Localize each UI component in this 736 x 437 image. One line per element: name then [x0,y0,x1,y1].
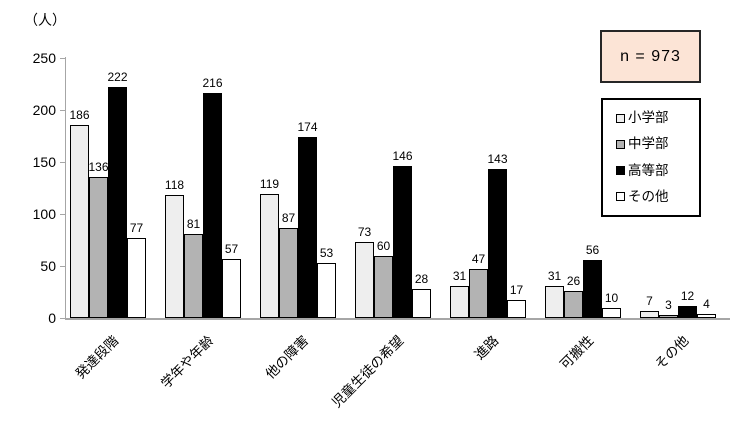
bar-value-label: 3 [665,298,672,312]
bar [583,260,602,318]
legend-item: 中学部 [616,137,697,151]
legend-item: その他 [616,188,697,204]
legend-item: 高等部 [616,162,697,178]
y-tick-label: 50 [40,258,56,274]
bar [184,234,203,318]
bar [488,169,507,318]
bar [108,87,127,318]
bar [203,93,222,318]
bar [279,228,298,318]
bar [89,177,108,318]
bar-value-label: 57 [224,242,239,256]
bar [450,286,469,318]
bar-value-label: 118 [164,178,185,192]
bar-value-label: 216 [202,76,223,90]
bar-value-label: 7 [646,294,653,308]
y-axis-line [65,57,66,319]
y-tick-mark [60,266,65,267]
bar-value-label: 28 [414,272,429,286]
sample-size-text: n = 973 [620,47,681,65]
y-tick-label: 200 [32,102,56,118]
y-tick-label: 100 [32,206,56,222]
bar [678,306,697,318]
bar-value-label: 56 [585,243,600,257]
y-tick-label: 0 [48,310,56,326]
bar-value-label: 222 [107,70,128,84]
y-tick-mark [60,214,65,215]
legend: 小学部中学部高等部その他 [601,98,701,217]
bar-value-label: 119 [259,177,280,191]
y-tick-label: 250 [32,50,56,66]
x-axis-line [65,318,730,320]
bar-value-label: 186 [69,108,90,122]
bar [374,256,393,318]
sample-size-box: n = 973 [600,30,701,83]
bar-value-label: 174 [297,120,318,134]
legend-label: その他 [628,188,669,204]
bar [469,269,488,318]
legend-marker [616,113,625,123]
bar-value-label: 77 [129,221,144,235]
bar [317,263,336,318]
y-tick-mark [60,318,65,319]
legend-marker [616,139,625,149]
bar [70,125,89,318]
bar-value-label: 10 [604,291,619,305]
y-tick-mark [60,58,65,59]
bar [298,137,317,318]
bar-value-label: 136 [88,160,109,174]
bar-value-label: 146 [392,149,413,163]
bar [127,238,146,318]
bar-value-label: 81 [186,217,201,231]
bar-value-label: 87 [281,211,296,225]
bar-value-label: 31 [547,269,562,283]
bar-value-label: 60 [376,239,391,253]
y-tick-mark [60,162,65,163]
bar [222,259,241,318]
bar [697,314,716,318]
bar [355,242,374,318]
bar [659,315,678,318]
bar [640,311,659,318]
legend-item: 小学部 [616,111,697,125]
bar-value-label: 73 [357,225,372,239]
bar-value-label: 26 [566,274,581,288]
legend-marker [616,192,625,202]
bar [545,286,564,318]
bar [393,166,412,318]
bar-value-label: 31 [452,269,467,283]
legend-label: 高等部 [628,162,669,178]
bar-value-label: 47 [471,252,486,266]
legend-label: 中学部 [628,136,669,152]
bar [260,194,279,318]
bar [564,291,583,318]
x-category-label: 発達段階 [72,332,122,382]
y-tick-label: 150 [32,154,56,170]
bar-value-label: 12 [680,289,695,303]
bar [165,195,184,318]
legend-label: 小学部 [628,110,669,126]
bar [602,308,621,318]
y-tick-mark [60,110,65,111]
bar-value-label: 4 [703,297,710,311]
bar-value-label: 53 [319,246,334,260]
bar-value-label: 17 [509,283,524,297]
bar [507,300,526,318]
legend-marker [616,166,625,176]
bar-value-label: 143 [487,152,508,166]
y-axis-unit-label: （人） [24,12,66,28]
bar [412,289,431,318]
